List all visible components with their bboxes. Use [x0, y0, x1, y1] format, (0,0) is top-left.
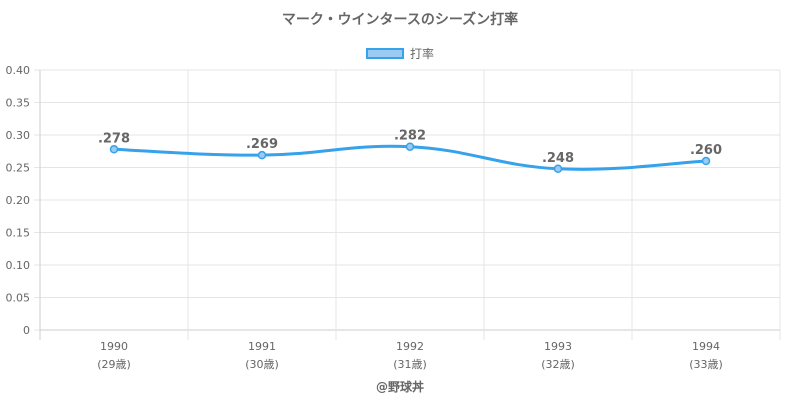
y-tick-label: 0.05 [6, 292, 31, 305]
credit-text: @野球丼 [375, 380, 424, 394]
y-tick-label: 0.20 [6, 194, 31, 207]
x-tick-sublabel: (33歳) [689, 358, 723, 371]
x-tick-label: 1991 [248, 340, 276, 353]
y-tick-label: 0.25 [6, 162, 31, 175]
y-tick-label: 0.10 [6, 259, 31, 272]
data-label: .269 [246, 137, 278, 152]
data-point [405, 142, 415, 151]
data-point [257, 150, 267, 160]
legend[interactable]: 打率 [0, 45, 800, 62]
x-tick-label: 1993 [544, 340, 572, 353]
x-tick-sublabel: (31歳) [393, 358, 427, 371]
x-tick-sublabel: (30歳) [245, 358, 279, 371]
data-label: .282 [394, 129, 426, 144]
y-tick-label: 0.35 [6, 97, 31, 110]
data-point [553, 164, 563, 174]
data-label: .260 [690, 143, 722, 158]
x-tick-label: 1990 [100, 340, 128, 353]
data-label: .278 [98, 131, 130, 146]
x-tick-sublabel: (29歳) [97, 358, 131, 371]
y-tick-label: 0.40 [6, 64, 31, 77]
data-label: .248 [542, 151, 574, 166]
legend-label: 打率 [409, 47, 434, 61]
y-tick-label: 0.15 [6, 227, 31, 240]
chart-title: マーク・ウインタースのシーズン打率 [281, 12, 519, 28]
legend-swatch [365, 48, 404, 59]
data-point [109, 145, 119, 154]
y-tick-label: 0.30 [6, 129, 31, 142]
x-tick-label: 1994 [692, 340, 720, 353]
x-tick-sublabel: (32歳) [541, 358, 575, 371]
data-point [701, 156, 711, 166]
x-tick-label: 1992 [396, 340, 424, 353]
y-tick-label: 0 [23, 324, 30, 337]
